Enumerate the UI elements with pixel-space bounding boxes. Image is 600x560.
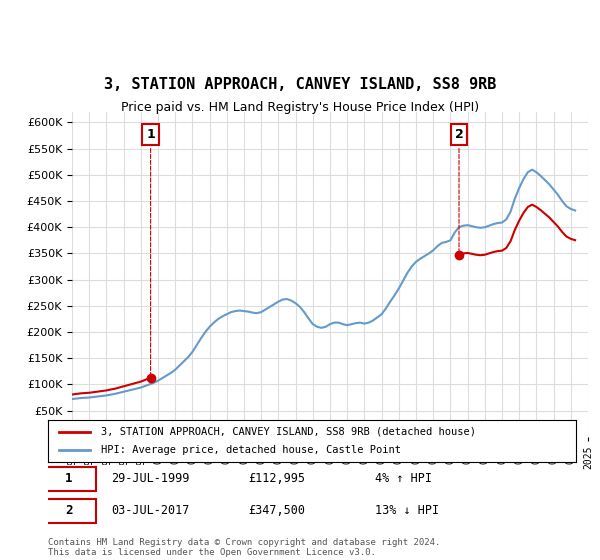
Text: £112,995: £112,995 xyxy=(248,472,305,485)
Text: 4% ↑ HPI: 4% ↑ HPI xyxy=(376,472,433,485)
Text: 3, STATION APPROACH, CANVEY ISLAND, SS8 9RB: 3, STATION APPROACH, CANVEY ISLAND, SS8 … xyxy=(104,77,496,92)
FancyBboxPatch shape xyxy=(43,499,95,522)
FancyBboxPatch shape xyxy=(43,466,95,491)
Text: 03-JUL-2017: 03-JUL-2017 xyxy=(112,504,190,517)
Text: 1: 1 xyxy=(146,128,155,375)
Text: HPI: Average price, detached house, Castle Point: HPI: Average price, detached house, Cast… xyxy=(101,445,401,455)
Text: 1: 1 xyxy=(65,472,73,485)
Text: 3, STATION APPROACH, CANVEY ISLAND, SS8 9RB (detached house): 3, STATION APPROACH, CANVEY ISLAND, SS8 … xyxy=(101,427,476,437)
Text: 2: 2 xyxy=(65,504,73,517)
Text: 2: 2 xyxy=(455,128,463,252)
Text: 13% ↓ HPI: 13% ↓ HPI xyxy=(376,504,439,517)
Text: Price paid vs. HM Land Registry's House Price Index (HPI): Price paid vs. HM Land Registry's House … xyxy=(121,101,479,114)
Text: Contains HM Land Registry data © Crown copyright and database right 2024.
This d: Contains HM Land Registry data © Crown c… xyxy=(48,538,440,557)
Text: £347,500: £347,500 xyxy=(248,504,305,517)
Text: 29-JUL-1999: 29-JUL-1999 xyxy=(112,472,190,485)
